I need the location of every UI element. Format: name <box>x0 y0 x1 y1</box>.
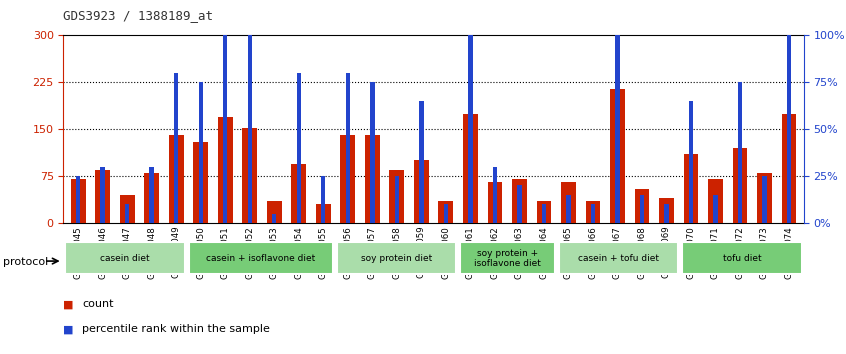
Bar <box>248 35 252 223</box>
Bar <box>664 204 668 223</box>
Bar <box>713 195 717 223</box>
FancyBboxPatch shape <box>189 242 332 274</box>
Text: ■: ■ <box>63 299 74 309</box>
FancyBboxPatch shape <box>65 242 184 274</box>
Bar <box>561 182 576 223</box>
Text: casein diet: casein diet <box>101 254 150 263</box>
FancyBboxPatch shape <box>460 242 555 274</box>
Text: casein + isoflavone diet: casein + isoflavone diet <box>206 254 316 263</box>
Text: GDS3923 / 1388189_at: GDS3923 / 1388189_at <box>63 9 213 22</box>
Bar <box>101 167 105 223</box>
Text: protocol: protocol <box>3 257 47 267</box>
Bar <box>243 128 257 223</box>
Bar <box>71 179 85 223</box>
Bar <box>689 101 693 223</box>
Bar <box>708 179 722 223</box>
FancyBboxPatch shape <box>682 242 802 274</box>
Bar <box>345 73 350 223</box>
Bar <box>512 179 527 223</box>
Bar <box>541 204 546 223</box>
Bar <box>76 176 80 223</box>
Bar <box>125 204 129 223</box>
Bar <box>272 214 277 223</box>
Bar <box>266 201 282 223</box>
Bar <box>463 114 478 223</box>
Text: soy protein diet: soy protein diet <box>361 254 432 263</box>
FancyBboxPatch shape <box>337 242 456 274</box>
Bar <box>96 170 110 223</box>
Bar <box>120 195 135 223</box>
Bar <box>145 173 159 223</box>
Bar <box>738 82 742 223</box>
Bar <box>199 82 203 223</box>
Bar <box>787 0 791 223</box>
Bar <box>370 82 375 223</box>
Bar <box>174 73 179 223</box>
Bar <box>316 204 331 223</box>
Text: casein + tofu diet: casein + tofu diet <box>578 254 659 263</box>
Bar <box>340 136 355 223</box>
Bar <box>634 189 649 223</box>
Bar <box>566 195 570 223</box>
Bar <box>757 173 772 223</box>
FancyBboxPatch shape <box>559 242 678 274</box>
Bar <box>194 142 208 223</box>
Bar <box>487 182 503 223</box>
Bar <box>389 170 404 223</box>
Bar <box>414 160 429 223</box>
Bar <box>585 201 601 223</box>
Bar <box>762 176 766 223</box>
Text: tofu diet: tofu diet <box>722 254 761 263</box>
Bar <box>419 101 424 223</box>
Bar <box>321 176 326 223</box>
Bar <box>394 176 399 223</box>
Bar <box>615 0 619 223</box>
Text: soy protein +
isoflavone diet: soy protein + isoflavone diet <box>474 249 541 268</box>
Text: count: count <box>82 299 113 309</box>
Bar <box>468 0 473 223</box>
Bar <box>684 154 698 223</box>
Bar <box>438 201 453 223</box>
Bar <box>536 201 552 223</box>
Bar <box>291 164 306 223</box>
Bar <box>659 198 673 223</box>
Bar <box>610 88 624 223</box>
Bar <box>733 148 747 223</box>
Bar <box>640 195 644 223</box>
Bar <box>365 136 380 223</box>
Bar <box>492 167 497 223</box>
Bar <box>218 117 233 223</box>
Bar <box>150 167 154 223</box>
Bar <box>517 185 522 223</box>
Bar <box>169 136 184 223</box>
Bar <box>223 0 228 223</box>
Text: percentile rank within the sample: percentile rank within the sample <box>82 324 270 334</box>
Text: ■: ■ <box>63 324 74 334</box>
Bar <box>297 73 301 223</box>
Bar <box>782 114 796 223</box>
Bar <box>591 204 595 223</box>
Bar <box>443 204 448 223</box>
